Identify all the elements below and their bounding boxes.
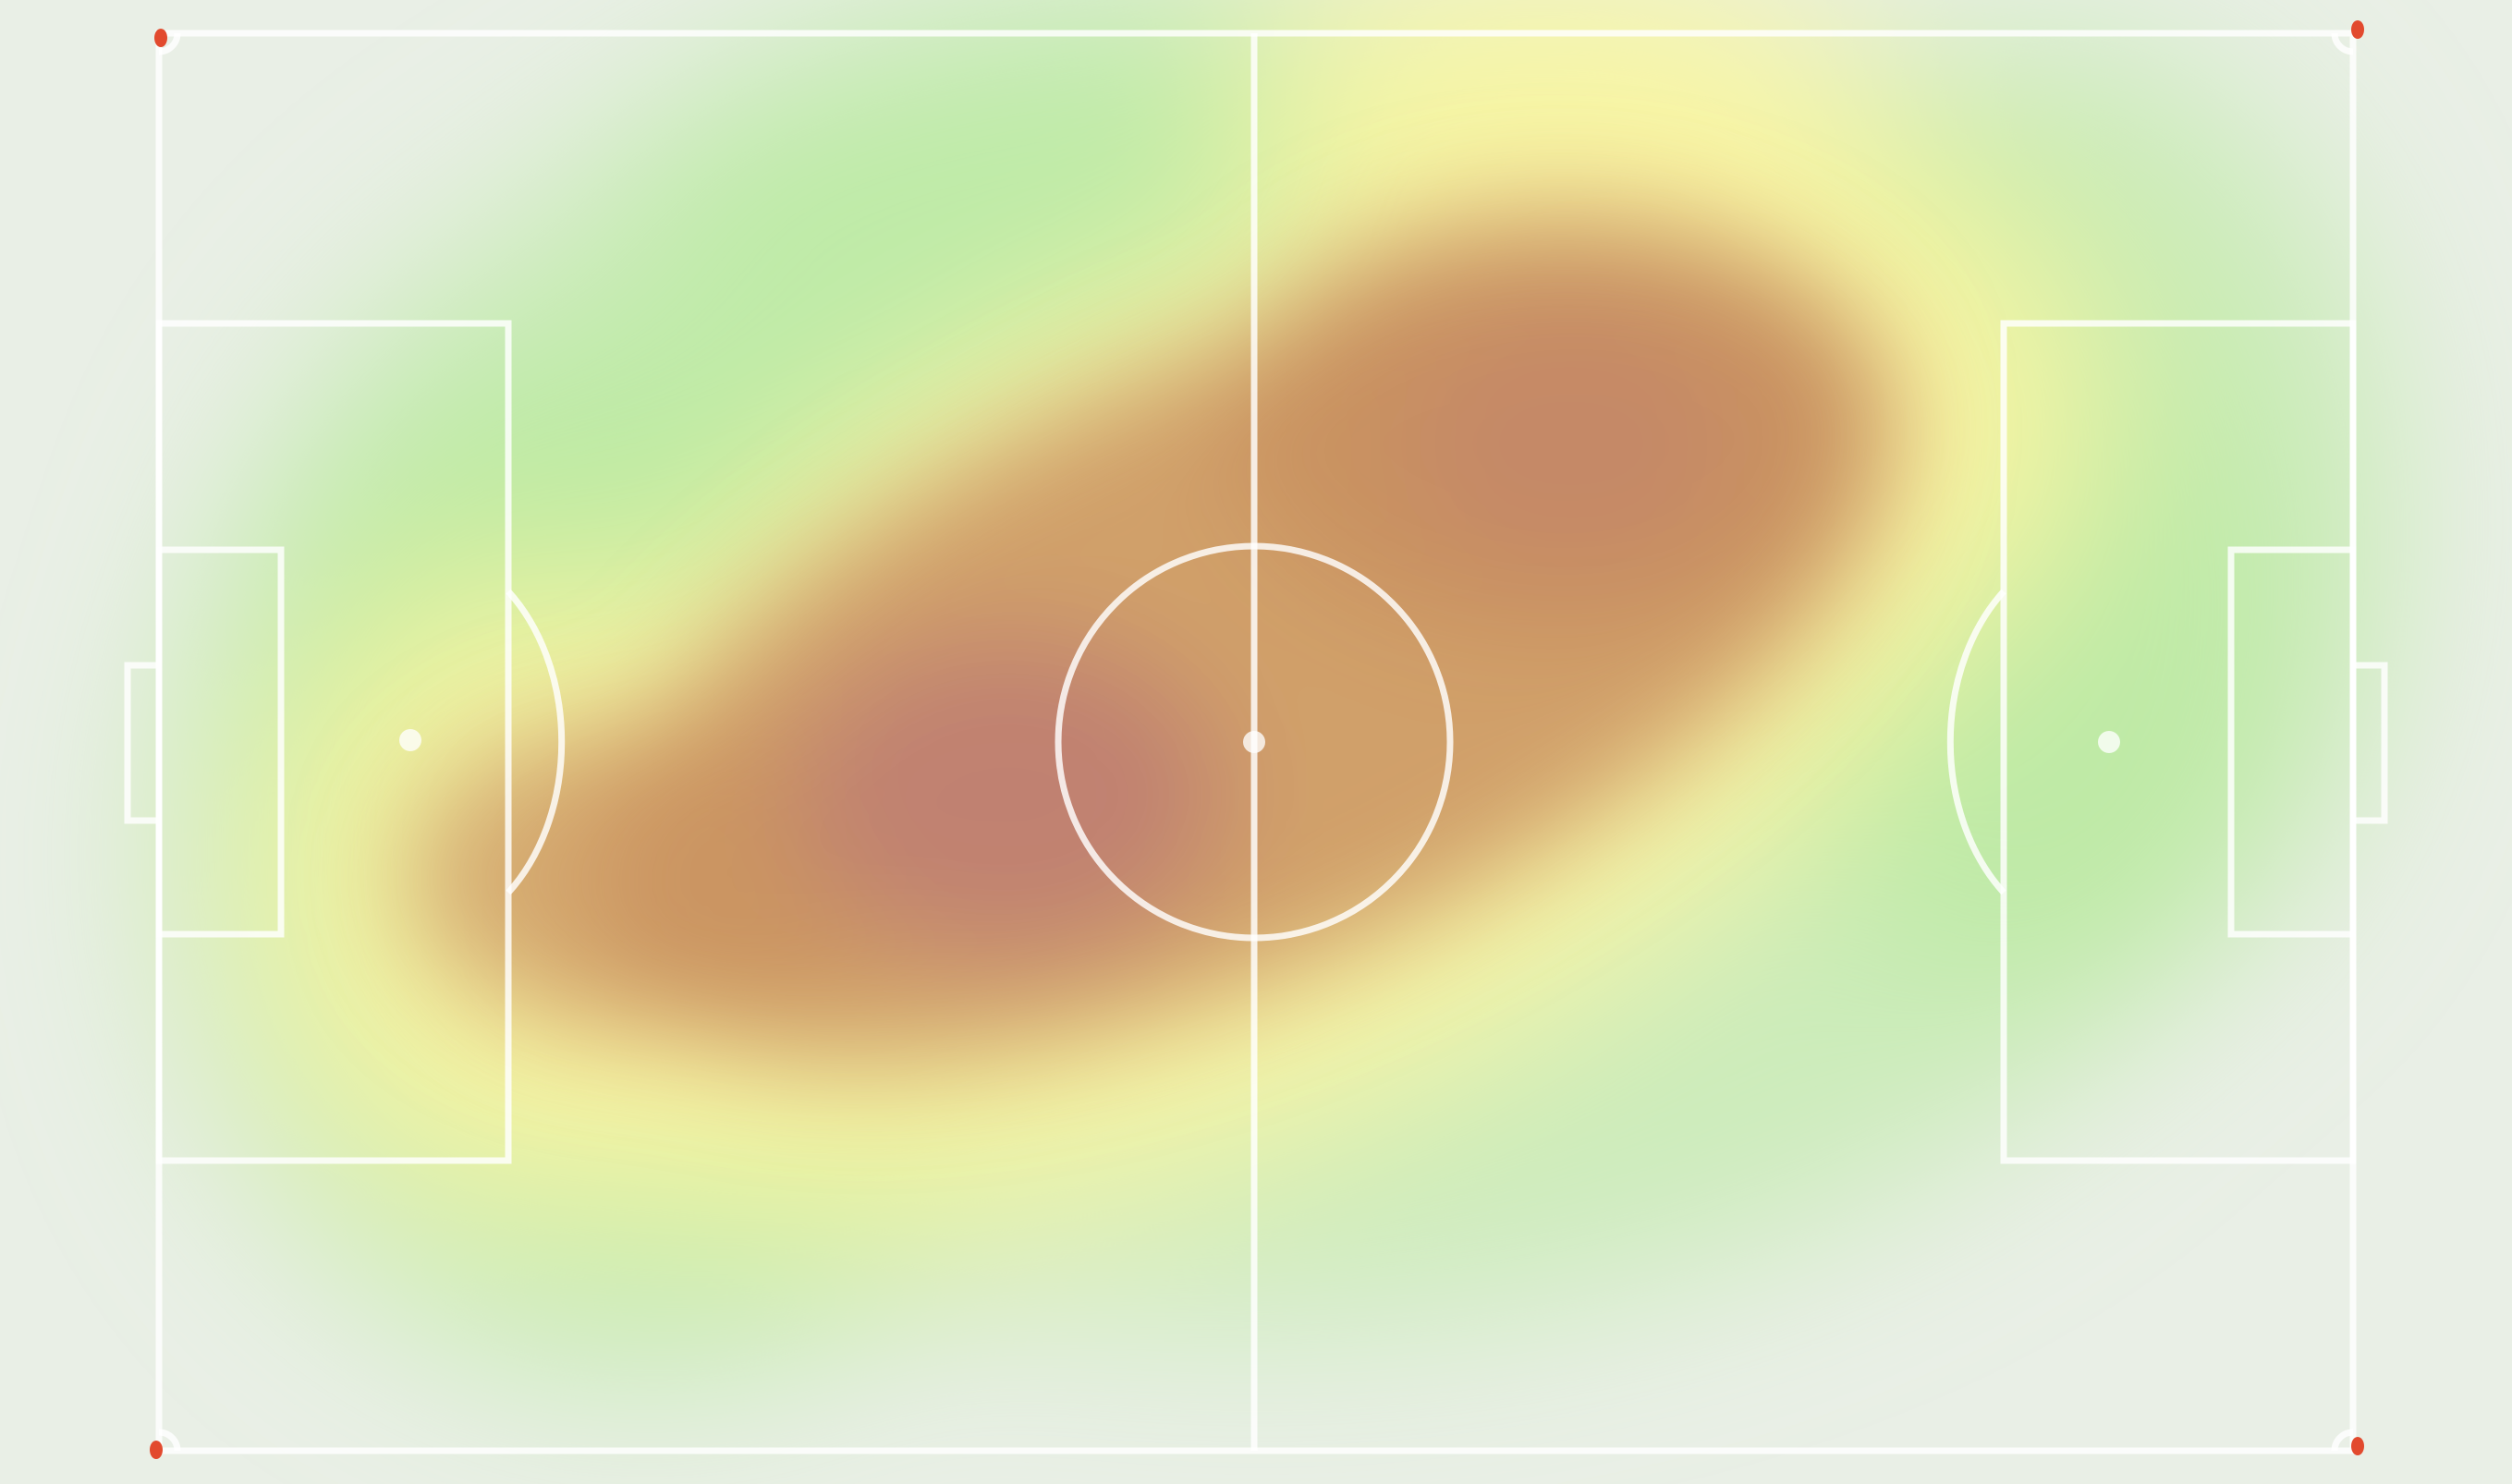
left-penalty-arc: [506, 589, 566, 895]
right-goal: [2349, 662, 2388, 824]
heat-zone-peak: [1405, 314, 1738, 573]
left-goal: [124, 662, 163, 824]
centre-spot: [1243, 731, 1265, 753]
corner-marker-top-right: [2351, 20, 2364, 39]
heat-core-layer: [407, 213, 1895, 1064]
corner-marker-bottom-left: [150, 1441, 163, 1459]
right-penalty-arc: [1946, 589, 2006, 895]
corner-marker-top-left: [154, 29, 167, 47]
centre-circle: [1055, 542, 1454, 942]
corner-marker-bottom-right: [2351, 1437, 2364, 1455]
heat-zone-orange: [407, 721, 887, 1035]
right-penalty-spot: [2098, 731, 2120, 753]
corner-arc-bottom-left: [158, 1429, 181, 1452]
corner-markers: [150, 20, 2364, 1459]
pitch-markings: [124, 30, 2388, 1454]
heat-zone-peak: [795, 638, 1220, 952]
left-penalty-spot: [399, 729, 421, 751]
corner-arc-bottom-right: [2331, 1429, 2354, 1452]
corner-arc-top-left: [158, 32, 181, 55]
corner-arc-top-right: [2331, 32, 2354, 55]
